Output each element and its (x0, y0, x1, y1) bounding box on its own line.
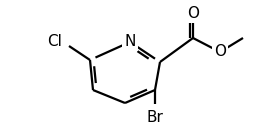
Text: Cl: Cl (48, 34, 62, 50)
Text: N: N (124, 34, 136, 50)
Text: Br: Br (147, 111, 164, 125)
Text: O: O (187, 6, 199, 22)
Text: O: O (214, 44, 226, 59)
